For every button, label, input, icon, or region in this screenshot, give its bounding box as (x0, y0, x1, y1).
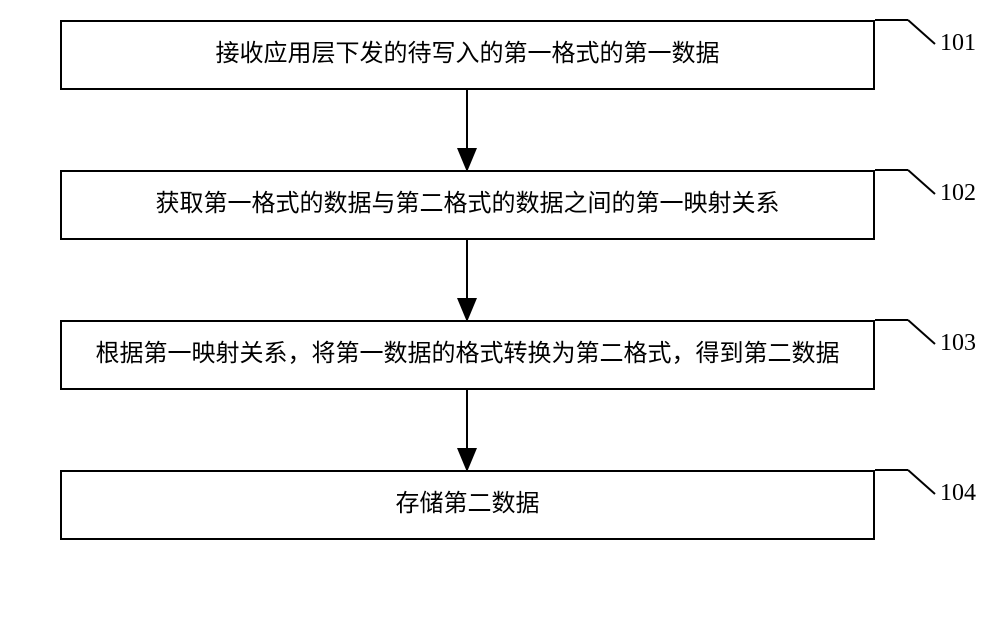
flow-node-1: 接收应用层下发的待写入的第一格式的第一数据 (60, 20, 875, 90)
flow-node-2: 获取第一格式的数据与第二格式的数据之间的第一映射关系 (60, 170, 875, 240)
leader-4-diag (908, 470, 935, 494)
flow-node-3-text: 根据第一映射关系，将第一数据的格式转换为第二格式，得到第二数据 (96, 338, 840, 372)
flow-node-3: 根据第一映射关系，将第一数据的格式转换为第二格式，得到第二数据 (60, 320, 875, 390)
node-label-3: 103 (940, 330, 976, 357)
flow-node-2-text: 获取第一格式的数据与第二格式的数据之间的第一映射关系 (156, 188, 780, 222)
flow-node-4: 存储第二数据 (60, 470, 875, 540)
leader-2-diag (908, 170, 935, 194)
leader-3-diag (908, 320, 935, 344)
flow-node-1-text: 接收应用层下发的待写入的第一格式的第一数据 (216, 38, 720, 72)
node-label-4: 104 (940, 480, 976, 507)
leader-1-diag (908, 20, 935, 44)
node-label-2: 102 (940, 180, 976, 207)
flow-node-4-text: 存储第二数据 (396, 488, 540, 522)
node-label-1: 101 (940, 30, 976, 57)
